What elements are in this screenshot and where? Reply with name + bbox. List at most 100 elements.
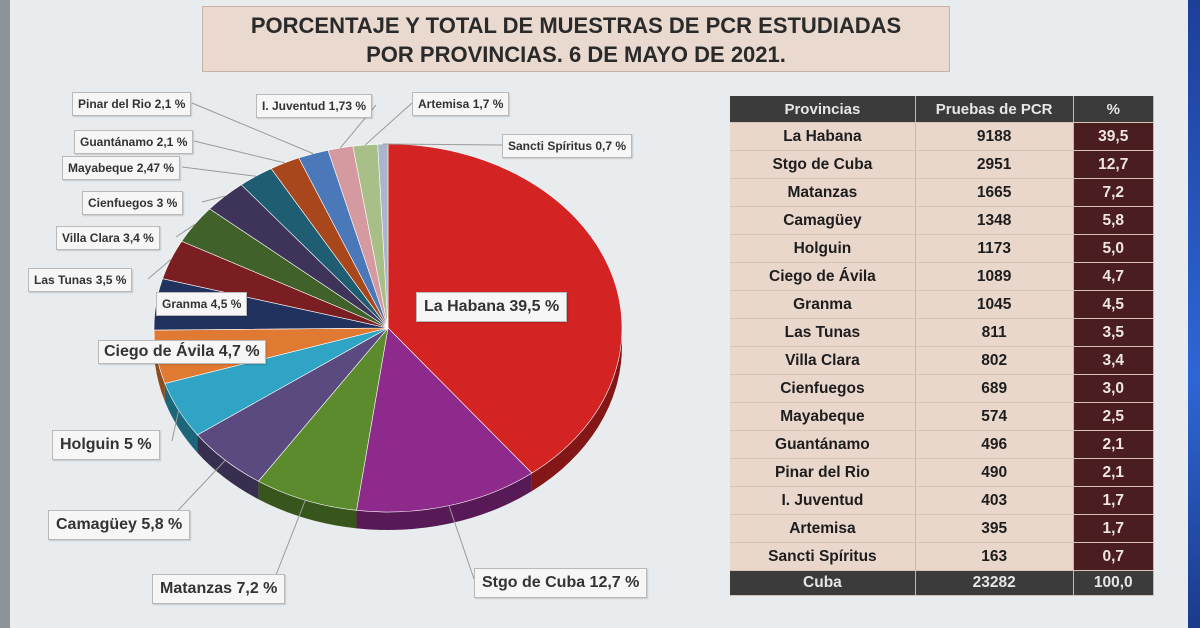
table-header-row: Provincias Pruebas de PCR % — [730, 96, 1155, 123]
pie-slice-label: Stgo de Cuba 12,7 % — [474, 568, 648, 598]
cell-percent: 0,7 — [1073, 542, 1155, 571]
right-frame-edge — [1188, 0, 1200, 628]
pie-slice-label: Pinar del Rio 2,1 % — [72, 92, 192, 116]
cell-province: Cienfuegos — [730, 374, 916, 403]
pie-slice-side — [154, 330, 165, 402]
cell-percent: 4,7 — [1073, 262, 1155, 291]
table-body: La Habana 9188 39,5 Stgo de Cuba 2951 12,7 Mat… — [730, 122, 1155, 596]
pie-slice-label: Holguin 5 % — [52, 430, 160, 460]
cell-province: I. Juventud — [730, 486, 916, 515]
cell-percent: 1,7 — [1073, 514, 1155, 543]
cell-province: Ciego de Ávila — [730, 262, 916, 291]
cell-pcr-count: 574 — [915, 402, 1074, 431]
pie-slice-label: Sancti Spíritus 0,7 % — [502, 134, 633, 158]
pcr-table: Provincias Pruebas de PCR % La Habana 918… — [730, 96, 1155, 596]
leader-line — [448, 505, 475, 580]
cell-percent: 3,0 — [1073, 374, 1155, 403]
cell-percent: 5,8 — [1073, 206, 1155, 235]
leader-line — [191, 102, 314, 155]
cell-pcr-count: 23282 — [915, 570, 1074, 596]
header-provincias: Provincias — [730, 96, 916, 123]
cell-pcr-count: 811 — [915, 318, 1074, 347]
leader-line — [193, 140, 285, 164]
cell-percent: 2,1 — [1073, 458, 1155, 487]
chart-title-line1: PORCENTAJE Y TOTAL DE MUESTRAS DE PCR ES… — [250, 13, 902, 38]
cell-province: Pinar del Rio — [730, 458, 916, 487]
table-row: Matanzas 1665 7,2 — [730, 178, 1155, 207]
table-row: I. Juventud 403 1,7 — [730, 486, 1155, 515]
cell-province: Mayabeque — [730, 402, 916, 431]
cell-pcr-count: 9188 — [915, 122, 1074, 151]
cell-pcr-count: 1665 — [915, 178, 1074, 207]
table-row: Ciego de Ávila 1089 4,7 — [730, 262, 1155, 291]
pie-slice-label: Granma 4,5 % — [156, 292, 248, 316]
cell-percent: 100,0 — [1073, 570, 1155, 596]
header-percent: % — [1073, 96, 1155, 123]
pie-slice-label: Villa Clara 3,4 % — [56, 226, 160, 250]
cell-pcr-count: 496 — [915, 430, 1074, 459]
cell-province: La Habana — [730, 122, 916, 151]
cell-percent: 39,5 — [1073, 122, 1155, 151]
table-row: Mayabeque 574 2,5 — [730, 402, 1155, 431]
cell-pcr-count: 2951 — [915, 150, 1074, 179]
table-row: Granma 1045 4,5 — [730, 290, 1155, 319]
cell-province: Artemisa — [730, 514, 916, 543]
cell-percent: 5,0 — [1073, 234, 1155, 263]
pie-slice-label: La Habana 39,5 % — [416, 292, 568, 322]
cell-percent: 4,5 — [1073, 290, 1155, 319]
pie-slice-label: Las Tunas 3,5 % — [28, 268, 133, 292]
table-row: Las Tunas 811 3,5 — [730, 318, 1155, 347]
table-row: Artemisa 395 1,7 — [730, 514, 1155, 543]
table-row: Guantánamo 496 2,1 — [730, 430, 1155, 459]
pie-slices-group — [153, 143, 623, 513]
cell-pcr-count: 395 — [915, 514, 1074, 543]
leader-line — [271, 499, 306, 586]
chart-title-line2: POR PROVINCIAS. 6 DE MAYO DE 2021. — [366, 42, 786, 67]
leader-line — [382, 143, 503, 146]
cell-pcr-count: 1348 — [915, 206, 1074, 235]
cell-percent: 3,4 — [1073, 346, 1155, 375]
cell-pcr-count: 490 — [915, 458, 1074, 487]
pie-slice-label: Ciego de Ávila 4,7 % — [98, 340, 266, 364]
cell-percent: 1,7 — [1073, 486, 1155, 515]
cell-pcr-count: 403 — [915, 486, 1074, 515]
cell-province: Camagüey — [730, 206, 916, 235]
cell-pcr-count: 1045 — [915, 290, 1074, 319]
table-row: Sancti Spíritus 163 0,7 — [730, 542, 1155, 571]
table-row: Pinar del Rio 490 2,1 — [730, 458, 1155, 487]
leader-line — [181, 166, 256, 177]
pie-slice-side — [258, 481, 357, 529]
leader-line — [171, 410, 180, 442]
pie-slice-label: I. Juventud 1,73 % — [256, 94, 373, 118]
pie-slice-label: Artemisa 1,7 % — [412, 92, 510, 116]
chart-title: PORCENTAJE Y TOTAL DE MUESTRAS DE PCR ES… — [202, 6, 950, 72]
cell-percent: 12,7 — [1073, 150, 1155, 179]
cell-province: Villa Clara — [730, 346, 916, 375]
leader-line — [147, 259, 172, 280]
leader-line — [364, 102, 413, 146]
cell-pcr-count: 689 — [915, 374, 1074, 403]
pie-slice — [356, 327, 533, 513]
cell-pcr-count: 802 — [915, 346, 1074, 375]
cell-province: Holguin — [730, 234, 916, 263]
pie-slice — [257, 326, 389, 511]
cell-province: Sancti Spíritus — [730, 542, 916, 571]
cell-percent: 2,1 — [1073, 430, 1155, 459]
cell-province: Guantánamo — [730, 430, 916, 459]
pie-slice-label: Guantánamo 2,1 % — [74, 130, 194, 154]
pie-slice-label: Matanzas 7,2 % — [152, 574, 286, 604]
table-row: Cienfuegos 689 3,0 — [730, 374, 1155, 403]
cell-province: Matanzas — [730, 178, 916, 207]
table-row: Villa Clara 802 3,4 — [730, 346, 1155, 375]
table-row: La Habana 9188 39,5 — [730, 122, 1155, 151]
cell-percent: 2,5 — [1073, 402, 1155, 431]
pie-slice-side — [531, 328, 622, 492]
leader-line — [201, 195, 225, 203]
table-total-row: Cuba 23282 100,0 — [730, 570, 1155, 596]
pie-slice-label: Camagüey 5,8 % — [48, 510, 191, 540]
pie-slice-label: Cienfuegos 3 % — [82, 191, 184, 215]
pie-depth-group — [154, 328, 622, 530]
cell-pcr-count: 1173 — [915, 234, 1074, 263]
pie-slice-label: Mayabeque 2,47 % — [62, 156, 181, 180]
pie-leader-lines-group — [147, 102, 503, 586]
